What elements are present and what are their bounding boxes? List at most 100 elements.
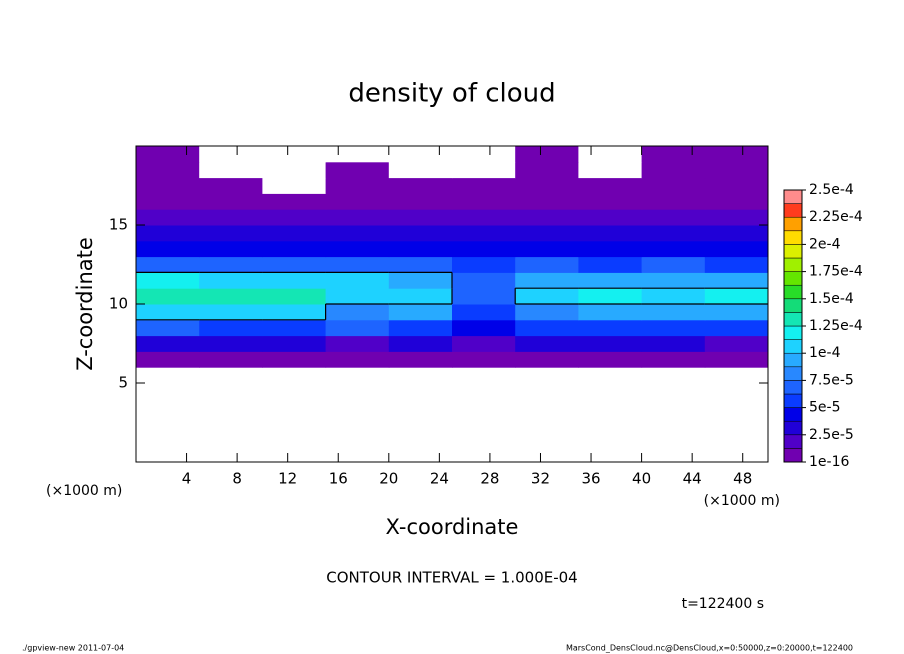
heat-cell (199, 367, 263, 384)
colorbar-box (783, 393, 803, 408)
heat-cell (136, 177, 200, 194)
heat-cell (578, 272, 643, 289)
x-tick-label: 48 (733, 470, 752, 488)
heat-cell (262, 272, 327, 289)
heat-cell (641, 177, 706, 194)
x-tick-label: 16 (329, 470, 348, 488)
heat-cell (578, 209, 643, 226)
y-tick-label: 15 (109, 216, 128, 234)
y-tick-label: 10 (109, 295, 128, 313)
heat-cell (641, 146, 706, 163)
heat-cell (388, 398, 453, 416)
heat-cell (452, 288, 516, 305)
heat-cell (199, 177, 263, 194)
heat-cell (641, 383, 706, 400)
heat-cell (136, 351, 200, 368)
x-tick-label: 32 (531, 470, 550, 488)
footer-left: ./gpview-new 2011-07-04 (22, 644, 124, 653)
heat-cell (325, 161, 390, 179)
heat-cell (325, 367, 390, 384)
heat-cell (136, 319, 200, 337)
heat-cell (515, 225, 579, 242)
heat-cell (262, 193, 327, 210)
colorbar-box (783, 448, 803, 463)
colorbar-label: 7.5e-5 (809, 372, 854, 388)
heat-cell (452, 256, 516, 273)
heat-cell (515, 414, 579, 431)
heat-cell (515, 446, 579, 463)
heat-cell (388, 146, 453, 163)
colorbar-box (783, 216, 803, 232)
colorbar-label: 2e-4 (809, 236, 841, 252)
heat-cell (262, 161, 327, 179)
heat-cell (452, 383, 516, 400)
heat-cell (136, 161, 200, 179)
heat-cell (262, 367, 327, 384)
heat-cell (136, 146, 200, 163)
heat-cell (388, 414, 453, 431)
heat-cell (199, 272, 263, 289)
heat-cell (641, 398, 706, 416)
colorbar-box (783, 284, 803, 300)
colorbar-label: 1.75e-4 (809, 264, 863, 280)
heat-cell (641, 209, 706, 226)
heat-cell (578, 146, 643, 163)
heat-cell (199, 288, 263, 305)
heat-cell (452, 304, 516, 321)
heat-cell (388, 383, 453, 400)
heat-cell (704, 304, 769, 321)
colorbar-label: 2.5e-5 (809, 427, 854, 443)
heat-cell (262, 351, 327, 368)
heat-cell (325, 240, 390, 258)
heat-cell (136, 225, 200, 242)
x-tick-label: 36 (581, 470, 600, 488)
heat-cell (578, 288, 643, 305)
x-tick-label: 4 (182, 470, 192, 488)
colorbar-label: 1e-4 (809, 345, 841, 361)
heat-cell (515, 319, 579, 337)
heat-cell (641, 319, 706, 337)
heat-cell (388, 209, 453, 226)
heat-cell (515, 430, 579, 447)
heat-cell (388, 430, 453, 447)
heat-cell (325, 256, 390, 273)
heat-cell (515, 193, 579, 210)
heat-cell (515, 367, 579, 384)
heat-cell (641, 335, 706, 352)
heat-cell (199, 335, 263, 352)
heat-cell (199, 304, 263, 321)
heat-cell (199, 446, 263, 463)
heat-cell (388, 256, 453, 273)
heat-cell (388, 161, 453, 179)
heat-cell (136, 398, 200, 416)
footer-right: MarsCond_DensCloud.nc@DensCloud,x=0:5000… (566, 644, 853, 653)
heat-cell (325, 398, 390, 416)
heat-cell (704, 335, 769, 352)
heat-cell (641, 367, 706, 384)
heat-cell (452, 414, 516, 431)
heat-cell (262, 398, 327, 416)
heat-cell (262, 225, 327, 242)
heat-cell (578, 383, 643, 400)
heat-cell (452, 367, 516, 384)
heat-cell (704, 414, 769, 431)
heat-cell (388, 446, 453, 463)
heat-cell (704, 161, 769, 179)
heat-cell (388, 351, 453, 368)
heat-cell (452, 240, 516, 258)
heat-cell (515, 161, 579, 179)
heat-cell (136, 367, 200, 384)
heat-cell (452, 146, 516, 163)
heat-cell (641, 288, 706, 305)
heat-cell (641, 304, 706, 321)
heat-cell (641, 272, 706, 289)
heat-cell (641, 446, 706, 463)
heat-cell (704, 240, 769, 258)
heat-cell (199, 414, 263, 431)
colorbar-box (783, 420, 803, 436)
heat-cell (325, 351, 390, 368)
heat-cell (136, 430, 200, 447)
heat-cell (136, 240, 200, 258)
heat-cell (452, 209, 516, 226)
heat-cell (641, 225, 706, 242)
